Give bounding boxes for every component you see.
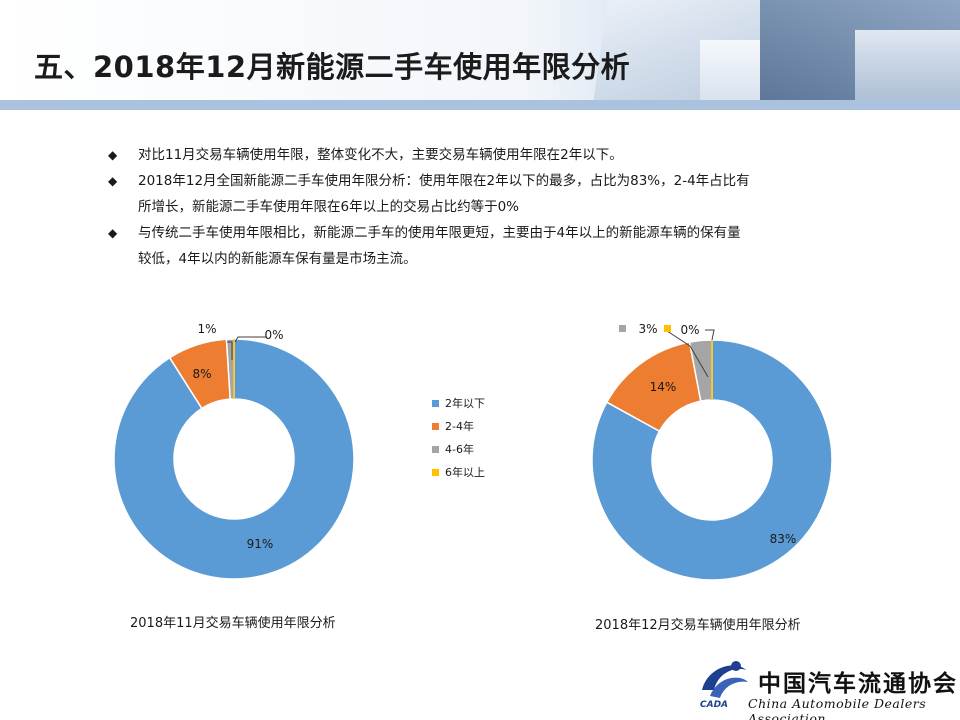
- bullet-text: 较低，4年以内的新能源车保有量是市场主流。: [138, 251, 417, 267]
- label-leader-line: [705, 329, 715, 341]
- data-label: 8%: [192, 367, 211, 381]
- data-label: 0%: [680, 323, 699, 337]
- diamond-bullet-icon: ◆: [108, 226, 118, 240]
- slide-title: 五、2018年12月新能源二手车使用年限分析: [34, 50, 631, 84]
- legend-swatch: [432, 423, 439, 430]
- data-label: 0%: [264, 328, 283, 342]
- legend-swatch: [432, 469, 439, 476]
- diamond-bullet-icon: ◆: [108, 174, 118, 188]
- chart-legend: 2年以下 2-4年 4-6年 6年以上: [432, 392, 485, 484]
- data-label: 91%: [247, 537, 274, 551]
- legend-label: 2年以下: [445, 397, 485, 410]
- legend-item: 2年以下: [432, 392, 485, 415]
- banner-decoration: [855, 30, 960, 108]
- legend-swatch: [432, 446, 439, 453]
- bullet-item: ◆ 2018年12月全国新能源二手车使用年限分析：使用年限在2年以下的最多，占比…: [108, 168, 888, 220]
- chart-caption: 2018年12月交易车辆使用年限分析: [595, 618, 801, 633]
- data-label: 83%: [770, 532, 797, 546]
- legend-item: 2-4年: [432, 415, 485, 438]
- bullet-text: 2018年12月全国新能源二手车使用年限分析：使用年限在2年以下的最多，占比为8…: [138, 173, 750, 189]
- legend-label: 2-4年: [445, 420, 474, 433]
- bullet-text: 所增长，新能源二手车使用年限在6年以上的交易占比约等于0%: [138, 199, 520, 215]
- donut-slice-2年以下: [113, 338, 355, 580]
- cada-logo-icon: [702, 661, 748, 698]
- donut-chart-november: 91% 8% 1% 0%: [113, 322, 355, 580]
- legend-label: 6年以上: [445, 466, 485, 479]
- chart-caption: 2018年11月交易车辆使用年限分析: [130, 616, 336, 631]
- label-leader-line: [234, 336, 266, 343]
- diamond-bullet-icon: ◆: [108, 148, 118, 162]
- data-label: 1%: [197, 322, 216, 336]
- donut-chart-december: 83% 14% 3% 0%: [591, 322, 833, 581]
- data-label: 3%: [638, 322, 657, 336]
- bullet-text: 对比11月交易车辆使用年限，整体变化不大，主要交易车辆使用年限在2年以下。: [138, 147, 623, 163]
- title-underline-bar: [0, 100, 960, 110]
- legend-item: 4-6年: [432, 438, 485, 461]
- legend-item: 6年以上: [432, 461, 485, 484]
- donut-slice-2年以下: [591, 339, 833, 581]
- header-banner: 五、2018年12月新能源二手车使用年限分析: [0, 0, 960, 108]
- legend-label: 4-6年: [445, 443, 474, 456]
- org-name-english: China Automobile Dealers Association: [748, 696, 927, 720]
- org-abbreviation: CADA: [700, 700, 729, 710]
- org-name-chinese: 中国汽车流通协会: [758, 670, 958, 697]
- label-swatch: [664, 325, 671, 332]
- bullet-item: ◆ 与传统二手车使用年限相比，新能源二手车的使用年限更短，主要由于4年以上的新能…: [108, 220, 888, 272]
- data-label: 14%: [650, 380, 677, 394]
- legend-swatch: [432, 400, 439, 407]
- bullet-text: 与传统二手车使用年限相比，新能源二手车的使用年限更短，主要由于4年以上的新能源车…: [138, 225, 741, 241]
- label-swatch: [619, 325, 626, 332]
- label-leader-line: [227, 341, 233, 360]
- label-leader-line: [663, 328, 709, 378]
- bullet-item: ◆ 对比11月交易车辆使用年限，整体变化不大，主要交易车辆使用年限在2年以下。: [108, 142, 888, 168]
- bullet-list: ◆ 对比11月交易车辆使用年限，整体变化不大，主要交易车辆使用年限在2年以下。 …: [108, 142, 888, 272]
